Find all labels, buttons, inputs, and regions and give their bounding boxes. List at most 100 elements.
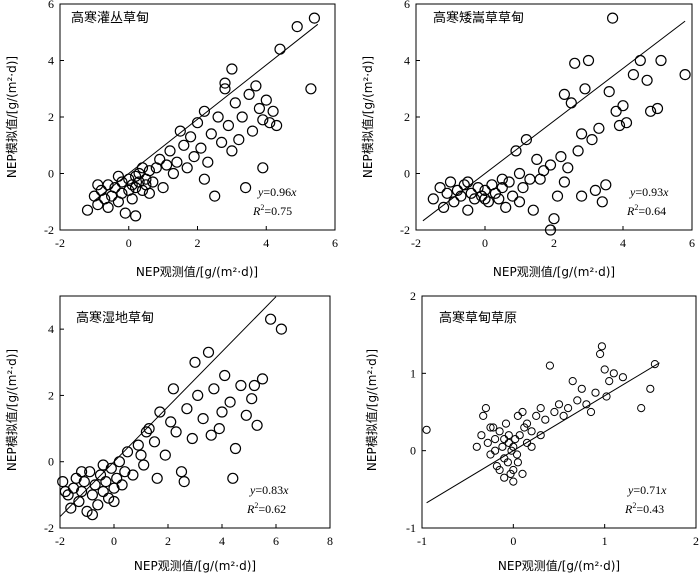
- data-point: [532, 411, 541, 420]
- x-axis-label: NEP观测值/[g/(m²·d)]: [493, 264, 615, 279]
- x-axis-label: NEP观测值/[g/(m²·d)]: [498, 558, 620, 573]
- data-point: [227, 472, 239, 484]
- data-point: [216, 406, 228, 418]
- data-point: [483, 438, 492, 447]
- data-point: [219, 369, 231, 382]
- data-point: [551, 190, 564, 202]
- data-point: [86, 489, 99, 501]
- data-point: [572, 145, 584, 157]
- data-point: [148, 436, 161, 448]
- data-point: [462, 204, 474, 216]
- data-point: [92, 179, 104, 191]
- data-point: [637, 404, 646, 413]
- data-point: [75, 466, 88, 478]
- data-point: [495, 465, 504, 475]
- data-point: [108, 495, 120, 508]
- y-axis-label: NEP模拟值/[g/(m²·d)]: [4, 349, 19, 471]
- data-point: [522, 419, 532, 428]
- data-point: [275, 323, 287, 335]
- plot-frame: [59, 295, 331, 529]
- data-point: [481, 404, 490, 413]
- data-point: [509, 465, 518, 475]
- data-point: [81, 204, 94, 216]
- data-point: [198, 173, 210, 185]
- y-tick-label: 0: [404, 167, 410, 181]
- data-point: [503, 176, 515, 188]
- data-point: [233, 134, 245, 146]
- data-point: [112, 170, 125, 182]
- data-point: [573, 396, 582, 405]
- y-tick-label: 1: [410, 366, 416, 380]
- data-point: [170, 426, 182, 438]
- x-tick-label: 0: [510, 534, 516, 548]
- data-point: [116, 479, 128, 491]
- y-axis-label: NEP模拟值/[g/(m²·d)]: [4, 56, 19, 178]
- data-point: [197, 413, 209, 425]
- data-point: [205, 429, 217, 441]
- data-point: [559, 411, 568, 420]
- data-point: [192, 389, 204, 401]
- data-point: [224, 396, 236, 408]
- data-point: [434, 182, 446, 194]
- data-point: [507, 446, 516, 455]
- data-point: [251, 419, 263, 431]
- y-tick-label: 2: [410, 289, 416, 303]
- data-point: [527, 427, 536, 436]
- data-point: [422, 425, 431, 434]
- data-point: [189, 356, 201, 368]
- data-point: [527, 204, 539, 216]
- data-point: [579, 83, 591, 95]
- data-point: [503, 458, 512, 467]
- y-ticks: -2 0 2 4: [44, 322, 64, 535]
- data-point: [57, 476, 69, 488]
- data-point: [274, 43, 286, 55]
- data-point: [536, 431, 545, 440]
- data-point: [609, 369, 618, 378]
- y-tick-label: 0: [410, 444, 416, 458]
- data-point: [248, 379, 260, 392]
- data-point: [644, 105, 657, 117]
- data-point: [86, 509, 99, 521]
- data-point: [256, 373, 269, 385]
- data-point: [489, 187, 501, 199]
- points-group: [81, 12, 320, 222]
- panel-3: 高寒湿地草甸 y=0.83x R2=0.62 -2 0 2 4 6 8 -2 0 2 4 NEP…: [4, 295, 333, 573]
- panel-2: 高寒矮嵩草草甸 y=0.93x R2=0.64 -2 0 2 4 6 -2 0 2 4 6 NE…: [360, 0, 695, 279]
- data-point: [243, 88, 255, 101]
- x-tick-label: 0: [111, 534, 117, 548]
- data-point: [500, 435, 509, 444]
- fit-line: [59, 296, 277, 518]
- data-point: [504, 431, 513, 440]
- data-point: [518, 407, 527, 417]
- x-tick-label: 4: [620, 236, 626, 250]
- data-point: [186, 432, 198, 445]
- x-tick-label: 6: [689, 236, 695, 250]
- data-point: [558, 176, 571, 188]
- data-point: [136, 184, 149, 196]
- data-point: [208, 383, 220, 395]
- x-tick-label: -2: [55, 236, 65, 250]
- data-point: [545, 361, 555, 370]
- data-point: [510, 145, 522, 157]
- data-point: [78, 476, 90, 488]
- y-axis-label: NEP模拟值/[g/(m²·d)]: [360, 56, 375, 178]
- data-point: [111, 472, 123, 484]
- data-point: [554, 400, 564, 409]
- data-point: [620, 117, 633, 129]
- data-point: [593, 122, 605, 134]
- fit-equation: y=0.96x: [257, 185, 297, 199]
- data-point: [84, 466, 96, 478]
- r-squared: R2=0.62: [246, 501, 286, 516]
- x-tick-label: -2: [55, 534, 65, 548]
- data-point: [531, 153, 543, 165]
- x-tick-label: 2: [165, 534, 171, 548]
- data-point: [65, 502, 77, 514]
- x-tick-label: 4: [219, 534, 225, 548]
- data-point: [178, 476, 190, 488]
- x-tick-label: 6: [273, 534, 279, 548]
- x-axis-label: NEP观测值/[g/(m²·d)]: [136, 264, 258, 279]
- data-point: [92, 199, 104, 211]
- data-point: [130, 170, 142, 182]
- data-point: [496, 182, 508, 194]
- data-point: [62, 489, 74, 501]
